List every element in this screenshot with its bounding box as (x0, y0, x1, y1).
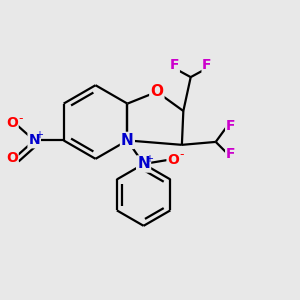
Text: F: F (226, 119, 235, 133)
Text: +: + (35, 130, 44, 140)
Text: -: - (19, 112, 23, 124)
Text: F: F (170, 58, 179, 72)
Text: -: - (179, 148, 184, 161)
Text: F: F (226, 147, 235, 161)
Text: F: F (202, 58, 212, 72)
Text: N: N (28, 134, 40, 147)
Text: O: O (6, 151, 18, 164)
Text: +: + (146, 154, 154, 164)
Text: O: O (150, 84, 163, 99)
Text: N: N (137, 157, 150, 172)
Text: O: O (6, 116, 18, 130)
Text: N: N (121, 133, 134, 148)
Text: O: O (167, 153, 179, 166)
